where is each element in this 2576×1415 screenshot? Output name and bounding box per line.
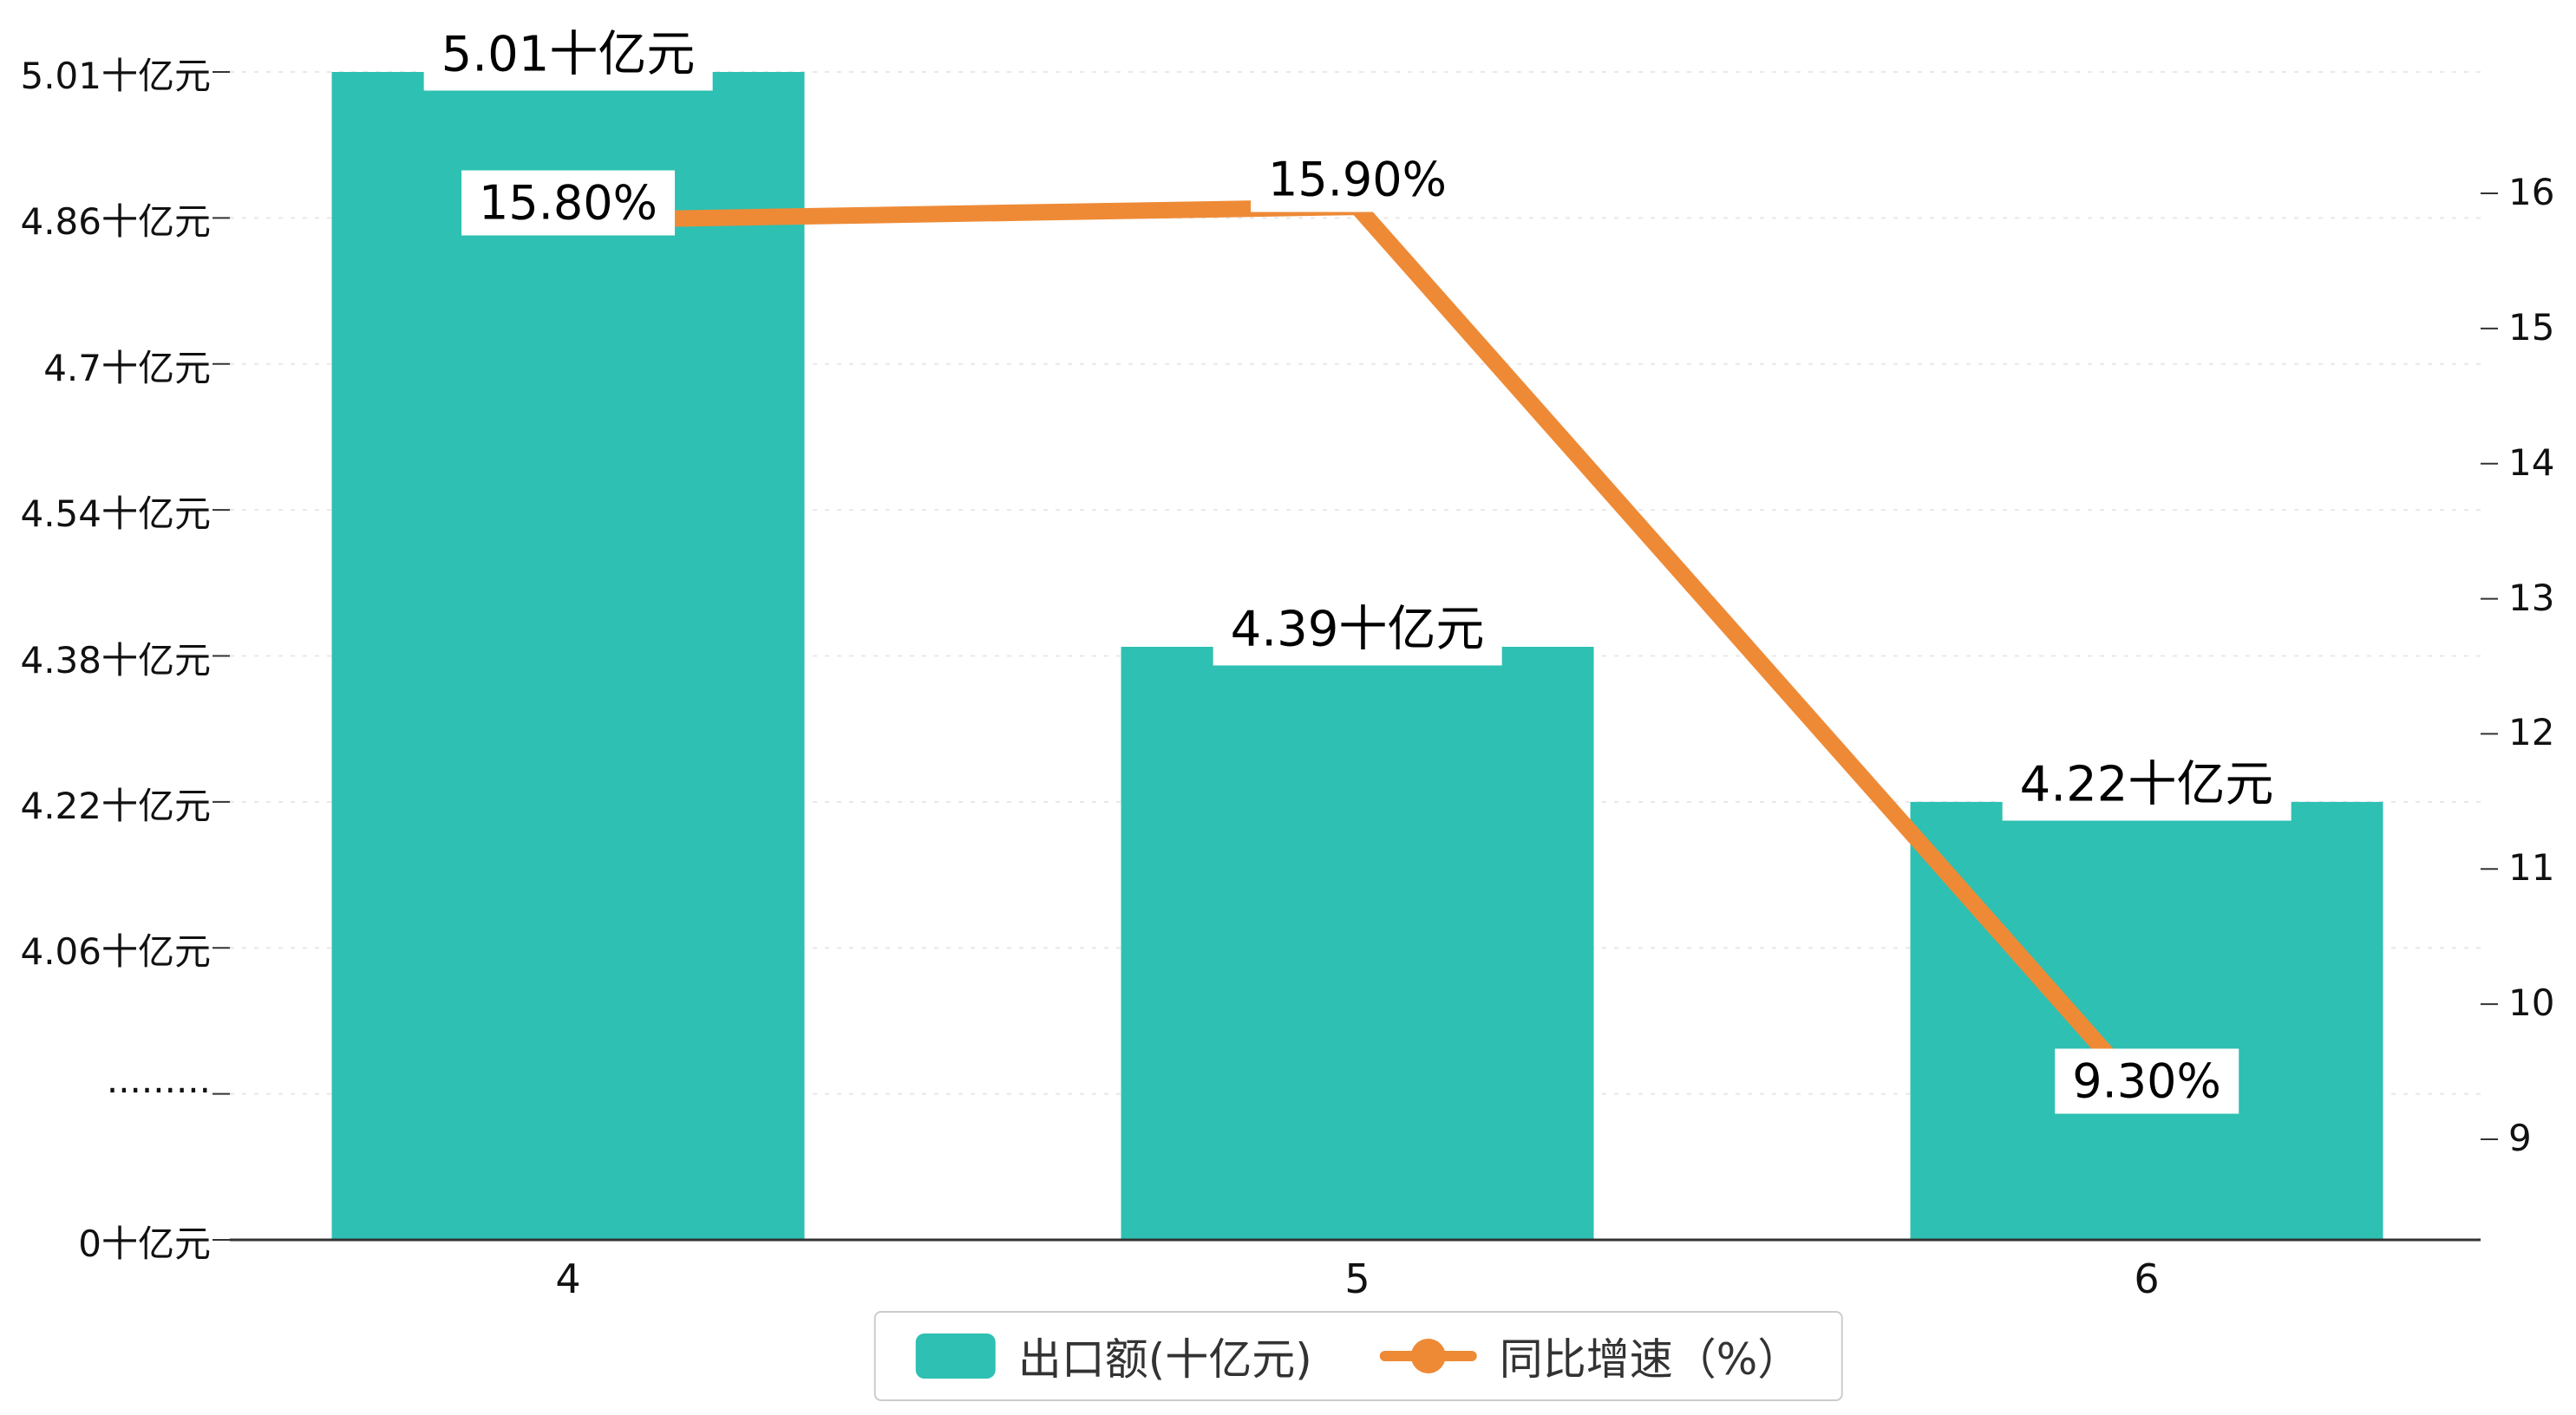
right-axis-tick-label: 13 bbox=[2508, 576, 2555, 619]
legend-label-growth: 同比增速（%） bbox=[1499, 1334, 1801, 1385]
left-axis-tick-label: 4.22十亿元 bbox=[20, 784, 211, 827]
line-series-marker-icon bbox=[1379, 1339, 1477, 1373]
legend-label-export: 出口额(十亿元) bbox=[1017, 1334, 1312, 1385]
line-value-label: 15.80% bbox=[461, 170, 675, 236]
bar-series-swatch-icon bbox=[915, 1333, 996, 1379]
left-axis-tick-label: 4.06十亿元 bbox=[20, 930, 211, 974]
legend: 出口额(十亿元) 同比增速（%） bbox=[873, 1311, 1843, 1401]
bar-value-label: 4.39十亿元 bbox=[1213, 584, 1502, 666]
legend-item-growth[interactable]: 同比增速（%） bbox=[1379, 1325, 1801, 1387]
left-axis-tick-label: 4.54十亿元 bbox=[20, 492, 211, 536]
left-axis-tick-label: 4.38十亿元 bbox=[20, 638, 211, 681]
x-axis-tick-label: 4 bbox=[555, 1255, 581, 1302]
left-axis-tick-label: 4.86十亿元 bbox=[20, 200, 211, 244]
right-axis-tick-label: 15 bbox=[2508, 305, 2555, 349]
x-axis-tick-label: 6 bbox=[2134, 1255, 2160, 1302]
export-bar-month-5[interactable] bbox=[1121, 646, 1594, 1240]
left-axis-tick-label: 0十亿元 bbox=[78, 1223, 211, 1265]
bar-value-label: 4.22十亿元 bbox=[2002, 740, 2292, 821]
right-axis-tick-label: 14 bbox=[2508, 440, 2555, 484]
right-axis-tick-label: 16 bbox=[2508, 171, 2555, 213]
right-axis-tick-label: 9 bbox=[2508, 1117, 2532, 1159]
left-axis-tick-label: ········· bbox=[106, 1068, 211, 1112]
line-value-label: 9.30% bbox=[2055, 1048, 2239, 1114]
legend-item-export[interactable]: 出口额(十亿元) bbox=[915, 1325, 1312, 1387]
right-axis-tick-label: 12 bbox=[2508, 711, 2555, 754]
right-axis-tick-label: 11 bbox=[2508, 846, 2555, 890]
right-axis-tick-label: 10 bbox=[2508, 981, 2555, 1025]
bar-value-label: 5.01十亿元 bbox=[423, 10, 713, 91]
export-bar-month-6[interactable] bbox=[1910, 801, 2383, 1240]
export-bar-month-4[interactable] bbox=[331, 72, 805, 1240]
line-value-label: 15.90% bbox=[1251, 147, 1464, 212]
left-axis-tick-label: 5.01十亿元 bbox=[20, 55, 211, 97]
left-axis-tick-label: 4.7十亿元 bbox=[43, 346, 211, 389]
x-axis-tick-label: 5 bbox=[1344, 1255, 1370, 1302]
